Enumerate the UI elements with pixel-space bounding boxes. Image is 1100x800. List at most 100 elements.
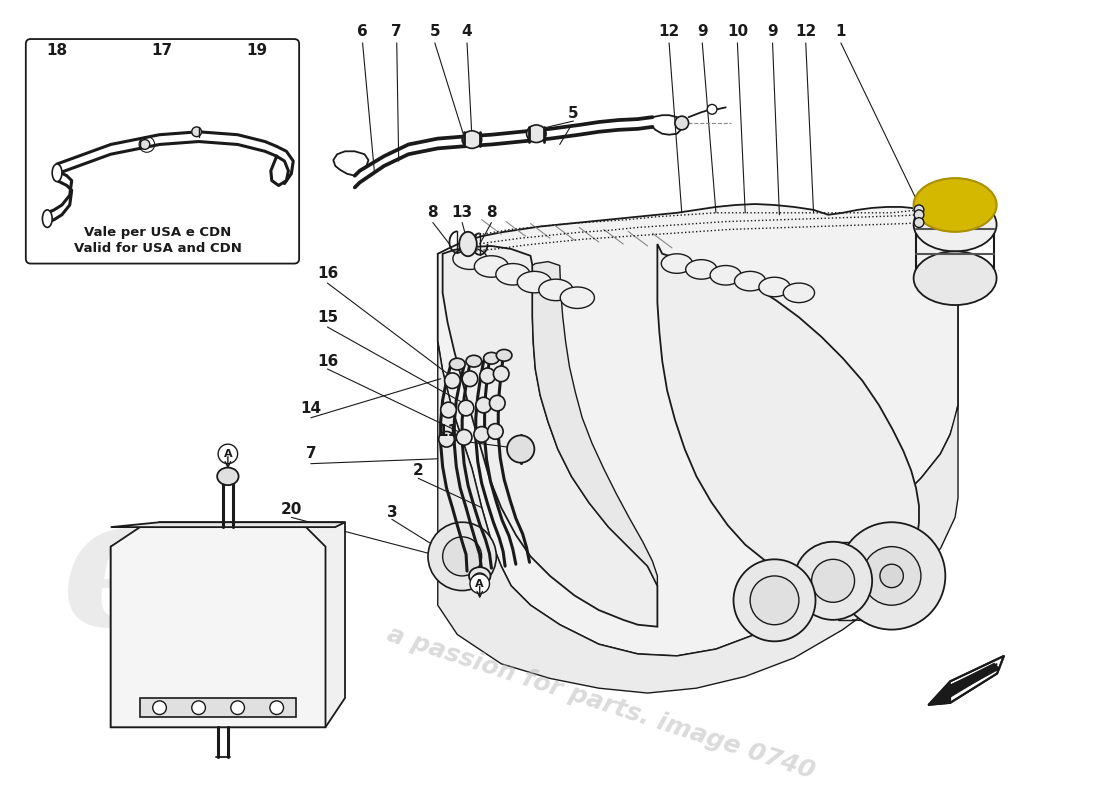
- Text: 3: 3: [386, 505, 397, 520]
- Text: 5: 5: [429, 24, 440, 38]
- Circle shape: [675, 116, 689, 130]
- Polygon shape: [442, 246, 658, 626]
- Polygon shape: [111, 527, 326, 727]
- Ellipse shape: [474, 256, 508, 278]
- Polygon shape: [438, 204, 958, 656]
- Ellipse shape: [453, 248, 487, 270]
- Circle shape: [812, 559, 855, 602]
- Polygon shape: [931, 664, 999, 703]
- Circle shape: [794, 542, 872, 620]
- Polygon shape: [938, 664, 997, 699]
- Circle shape: [480, 368, 495, 384]
- Circle shape: [487, 424, 503, 439]
- Circle shape: [507, 435, 535, 462]
- Ellipse shape: [469, 567, 491, 585]
- Text: 16: 16: [317, 354, 338, 369]
- Circle shape: [444, 373, 460, 389]
- Ellipse shape: [560, 287, 594, 309]
- Circle shape: [462, 371, 477, 386]
- Polygon shape: [111, 522, 345, 727]
- Text: 18: 18: [46, 43, 67, 58]
- Circle shape: [470, 574, 490, 594]
- Text: eu: eu: [62, 487, 308, 664]
- Ellipse shape: [459, 232, 476, 256]
- Text: A: A: [475, 578, 484, 589]
- Circle shape: [838, 522, 945, 630]
- Circle shape: [914, 205, 924, 214]
- Polygon shape: [532, 262, 658, 586]
- Circle shape: [734, 559, 815, 642]
- Text: Vale per USA e CDN: Vale per USA e CDN: [84, 226, 231, 239]
- Circle shape: [439, 431, 454, 447]
- Ellipse shape: [914, 178, 997, 232]
- Ellipse shape: [52, 164, 62, 182]
- Circle shape: [441, 402, 456, 418]
- Text: 7: 7: [306, 446, 316, 462]
- Ellipse shape: [484, 352, 499, 364]
- Circle shape: [456, 430, 472, 445]
- Text: 7: 7: [392, 24, 403, 38]
- Polygon shape: [111, 522, 345, 527]
- Ellipse shape: [914, 251, 997, 305]
- Text: 12: 12: [659, 24, 680, 38]
- Circle shape: [476, 398, 492, 413]
- Text: 9: 9: [767, 24, 778, 38]
- Text: a passion for parts. image 0740: a passion for parts. image 0740: [384, 622, 818, 783]
- Text: 8: 8: [428, 206, 438, 220]
- Text: 4: 4: [462, 24, 472, 38]
- Text: 11: 11: [437, 424, 458, 439]
- Circle shape: [490, 395, 505, 411]
- Ellipse shape: [711, 266, 741, 285]
- Text: 20: 20: [280, 502, 302, 517]
- Circle shape: [191, 127, 201, 137]
- Polygon shape: [658, 244, 918, 594]
- Ellipse shape: [735, 271, 766, 291]
- Ellipse shape: [527, 125, 546, 142]
- Text: 19: 19: [246, 43, 267, 58]
- Text: 12: 12: [795, 24, 816, 38]
- Circle shape: [191, 701, 206, 714]
- Ellipse shape: [783, 283, 814, 302]
- Text: 16: 16: [317, 266, 338, 281]
- Circle shape: [140, 139, 150, 150]
- Ellipse shape: [462, 131, 482, 148]
- Ellipse shape: [914, 198, 997, 251]
- Text: 6: 6: [358, 24, 368, 38]
- Circle shape: [472, 573, 487, 589]
- Ellipse shape: [43, 210, 52, 227]
- Circle shape: [218, 444, 238, 464]
- Ellipse shape: [661, 254, 693, 274]
- Circle shape: [270, 701, 284, 714]
- Circle shape: [231, 701, 244, 714]
- Polygon shape: [140, 698, 296, 718]
- Ellipse shape: [685, 260, 717, 279]
- Text: 14: 14: [300, 401, 321, 415]
- FancyBboxPatch shape: [25, 39, 299, 263]
- Ellipse shape: [517, 271, 551, 293]
- Ellipse shape: [759, 278, 790, 297]
- Circle shape: [750, 576, 799, 625]
- Text: 17: 17: [151, 43, 172, 58]
- Polygon shape: [928, 656, 1004, 705]
- Text: 8: 8: [486, 206, 497, 220]
- Ellipse shape: [496, 350, 512, 361]
- Ellipse shape: [466, 355, 482, 367]
- Circle shape: [459, 400, 474, 416]
- Ellipse shape: [217, 467, 239, 485]
- Circle shape: [862, 546, 921, 606]
- Text: 5: 5: [568, 106, 579, 121]
- Text: 2: 2: [412, 463, 424, 478]
- Circle shape: [428, 522, 496, 590]
- Circle shape: [914, 218, 924, 227]
- Ellipse shape: [496, 263, 530, 285]
- Text: 1: 1: [836, 24, 846, 38]
- Circle shape: [707, 105, 717, 114]
- Text: Valid for USA and CDN: Valid for USA and CDN: [74, 242, 242, 255]
- Text: 13: 13: [452, 206, 473, 220]
- Polygon shape: [438, 342, 958, 693]
- Ellipse shape: [539, 279, 573, 301]
- Text: 10: 10: [727, 24, 748, 38]
- Circle shape: [153, 701, 166, 714]
- Circle shape: [442, 537, 482, 576]
- Circle shape: [474, 426, 490, 442]
